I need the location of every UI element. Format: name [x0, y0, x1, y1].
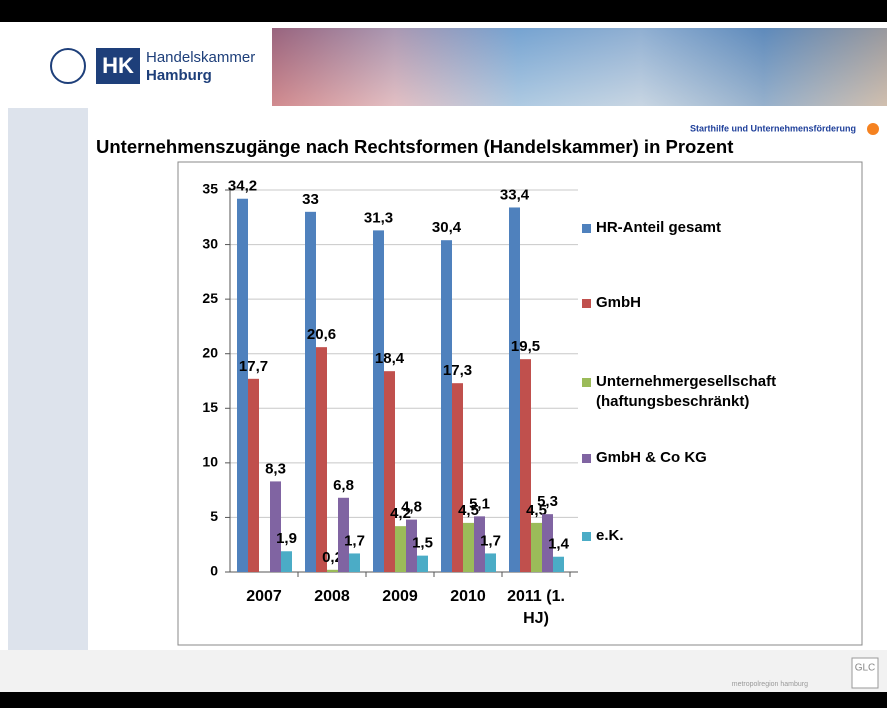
x-tick-label: 2007 — [246, 588, 282, 605]
legend-swatch — [582, 299, 591, 308]
bar — [509, 207, 520, 572]
footer-region: metropolregion hamburg — [732, 681, 808, 688]
bar — [338, 497, 349, 572]
x-tick-label: 2010 — [450, 588, 486, 605]
x-tick-label: 2009 — [382, 588, 418, 605]
bar — [441, 240, 452, 572]
logo-seal — [50, 48, 86, 84]
legend-swatch — [582, 378, 591, 387]
logo-box — [96, 48, 140, 84]
value-label: 4,5 — [458, 502, 479, 519]
value-label: 8,3 — [265, 460, 286, 477]
value-label: 17,7 — [239, 358, 268, 375]
bar — [485, 553, 496, 572]
bar — [281, 551, 292, 572]
bar — [474, 516, 485, 572]
legend-item: Unternehmergesellschaft (haftungsbeschrä… — [582, 372, 861, 412]
x-tick-label: 2011 (1. HJ) — [507, 588, 565, 627]
legend-swatch — [582, 454, 591, 463]
bar — [452, 383, 463, 572]
value-label: 0,2 — [322, 549, 343, 566]
value-label: 33 — [302, 191, 319, 208]
logo-mark: HK — [102, 53, 134, 78]
legend-swatch — [582, 224, 591, 233]
legend-item: e.K. — [582, 526, 861, 546]
value-label: 19,5 — [511, 338, 540, 355]
bar — [237, 198, 248, 572]
value-label: 1,5 — [412, 535, 433, 552]
bar — [270, 481, 281, 572]
legend-swatch — [582, 532, 591, 541]
value-label: 17,3 — [443, 362, 472, 379]
y-tick-label: 15 — [202, 399, 218, 415]
value-label: 4,2 — [390, 505, 411, 522]
bar — [384, 371, 395, 572]
value-label: 6,8 — [333, 477, 354, 494]
bar — [395, 526, 406, 572]
bar — [463, 522, 474, 572]
chart-title: Unternehmenszugänge nach Rechtsformen (H… — [96, 136, 733, 157]
y-tick-label: 30 — [202, 235, 218, 251]
y-tick-label: 5 — [210, 508, 218, 524]
bar — [327, 569, 338, 572]
header-photos-tint — [272, 28, 887, 106]
side-band — [8, 108, 88, 650]
value-label: 1,7 — [344, 532, 365, 549]
footer-band — [0, 650, 887, 692]
footer-badge: GLC — [855, 663, 876, 674]
bar — [406, 519, 417, 572]
bar — [417, 555, 428, 572]
bar — [305, 211, 316, 573]
bar — [316, 347, 327, 572]
value-label: 4,5 — [526, 502, 547, 519]
y-tick-label: 10 — [202, 454, 218, 470]
logo-text: Hamburg — [146, 67, 212, 84]
legend-item: GmbH — [582, 293, 861, 313]
bar — [520, 359, 531, 572]
legend-item: GmbH & Co KG — [582, 448, 861, 468]
value-label: 31,3 — [364, 209, 393, 226]
value-label: 20,6 — [307, 326, 336, 343]
value-label: 1,9 — [276, 530, 297, 547]
value-label: 1,4 — [548, 536, 570, 553]
logo-text: Handelskammer — [146, 49, 255, 66]
y-tick-label: 0 — [210, 563, 218, 579]
bar — [248, 378, 259, 572]
value-label: 34,2 — [228, 178, 257, 195]
bar — [373, 230, 384, 572]
value-label: 30,4 — [432, 219, 462, 236]
bar — [349, 553, 360, 572]
value-label: 4,8 — [401, 499, 422, 516]
bar — [531, 522, 542, 572]
y-tick-label: 25 — [202, 290, 218, 306]
section-label: Starthilfe und Unternehmensförderung — [690, 123, 856, 133]
value-label: 18,4 — [375, 350, 405, 367]
badge-box — [851, 657, 879, 689]
legend-item: HR-Anteil gesamt — [582, 218, 861, 238]
bar — [553, 556, 564, 572]
value-label: 1,7 — [480, 532, 501, 549]
y-tick-label: 20 — [202, 344, 218, 360]
section-dot — [867, 123, 879, 135]
bar — [542, 514, 553, 572]
value-label: 5,3 — [537, 493, 558, 510]
value-label: 5,1 — [469, 495, 490, 512]
value-label: 33,4 — [500, 186, 530, 203]
y-tick-label: 35 — [202, 181, 218, 197]
x-tick-label: 2008 — [314, 588, 350, 605]
